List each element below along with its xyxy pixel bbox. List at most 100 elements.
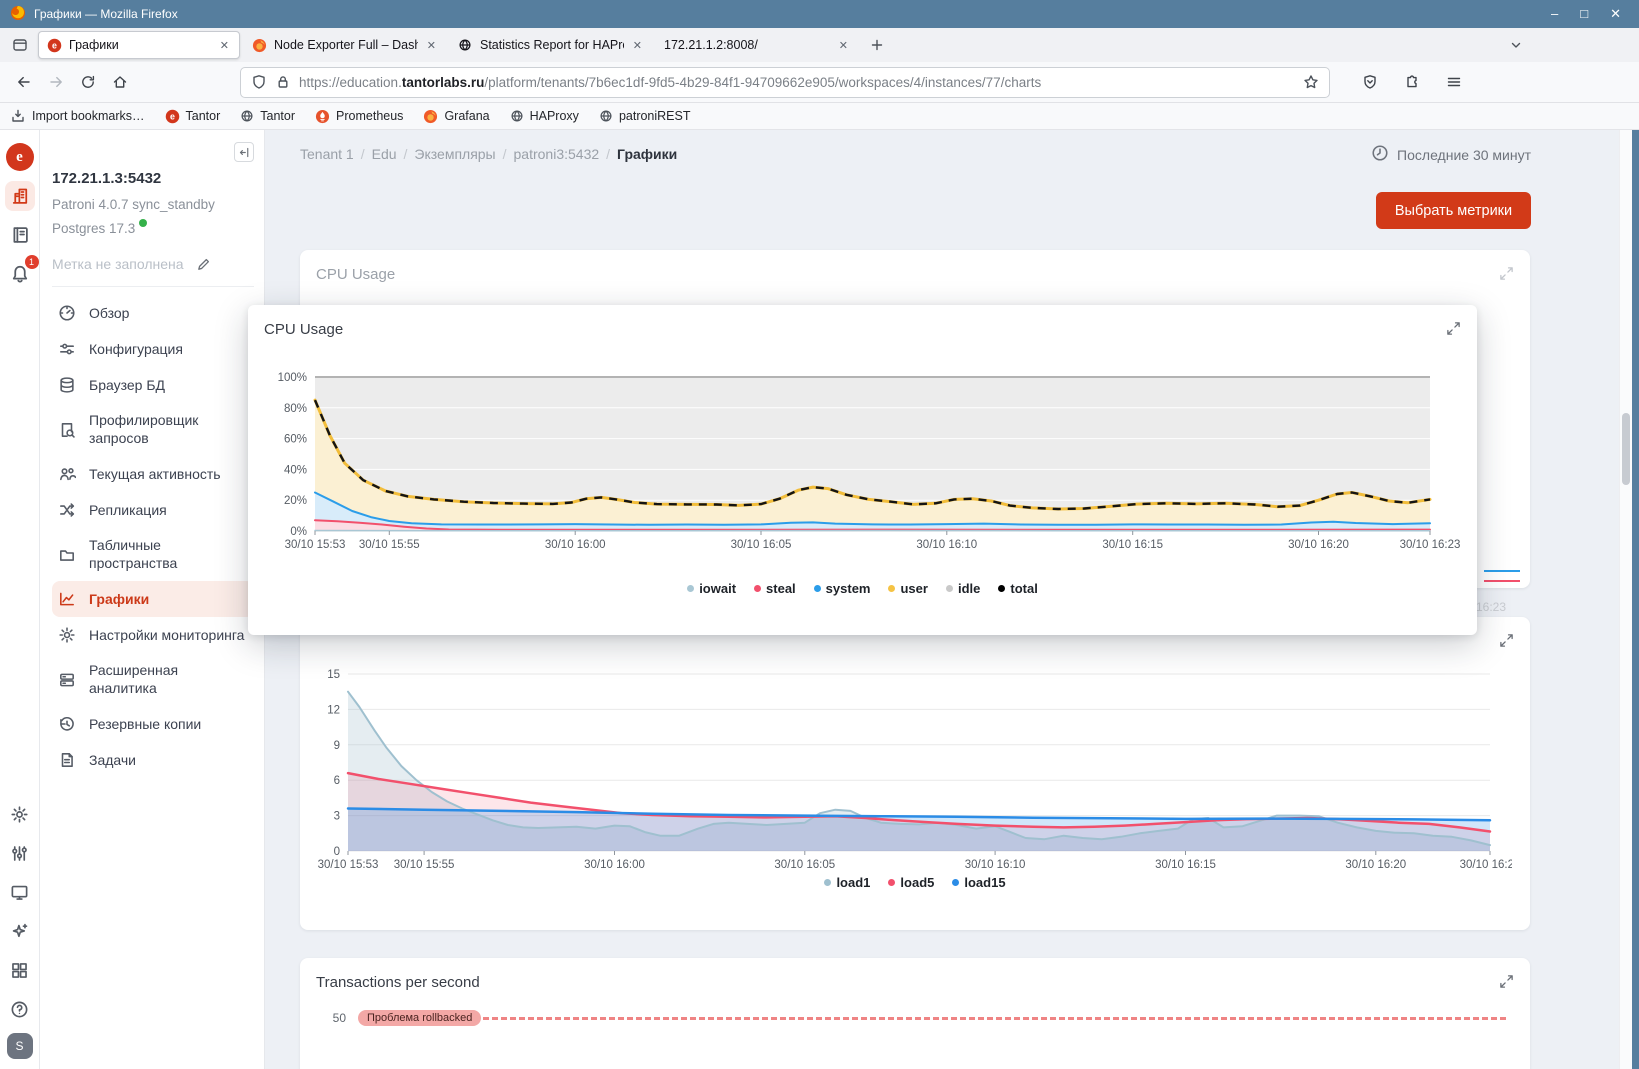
svg-text:30/10 16:20: 30/10 16:20	[1288, 539, 1349, 551]
expand-icon[interactable]	[1499, 974, 1514, 994]
sidebar-item-db[interactable]: Браузер БД	[52, 367, 254, 403]
activity-icon	[58, 465, 76, 483]
expand-icon[interactable]	[1499, 266, 1514, 286]
bookmark-item[interactable]: Tantor	[240, 109, 295, 123]
cpu-usage-modal: CPU Usage 0%20%40%60%80%100%30/10 15:533…	[248, 305, 1477, 635]
tps-annotation-row: 50 Проблема rollbacked	[318, 1010, 1506, 1026]
expand-icon[interactable]	[1446, 321, 1461, 341]
expand-icon[interactable]	[1499, 633, 1514, 653]
close-button[interactable]: ✕	[1610, 6, 1621, 22]
svg-text:30/10 16:10: 30/10 16:10	[916, 539, 977, 551]
tab-close-icon[interactable]: ✕	[837, 39, 850, 52]
sidebar-item-tasks[interactable]: Задачи	[52, 742, 254, 778]
rail-monitor-icon[interactable]	[5, 877, 35, 907]
legend-system[interactable]: system	[814, 581, 871, 596]
tab-close-icon[interactable]: ✕	[631, 39, 644, 52]
breadcrumb-item[interactable]: Графики	[617, 146, 677, 162]
bookmark-item[interactable]: Prometheus	[315, 109, 403, 124]
sidebar-collapse-icon[interactable]	[234, 142, 254, 162]
breadcrumb-item[interactable]: Tenant 1	[300, 146, 354, 162]
home-button[interactable]	[104, 67, 136, 97]
browser-tab-patroni[interactable]: 172.21.1.2:8008/✕	[656, 31, 858, 59]
icon-rail: e 1 S	[0, 130, 40, 1069]
browser-tab-haproxy[interactable]: Statistics Report for HAPro✕	[450, 31, 652, 59]
maximize-button[interactable]: □	[1580, 6, 1588, 22]
browser-tab-grafana[interactable]: Node Exporter Full – Dash✕	[244, 31, 446, 59]
breadcrumb-item[interactable]: Edu	[372, 146, 397, 162]
window-title: Графики — Mozilla Firefox	[34, 7, 178, 21]
bookmark-item[interactable]: eTantor	[165, 109, 221, 124]
menu-hamburger-icon[interactable]	[1438, 67, 1470, 97]
bookmark-item[interactable]: Import bookmarks…	[10, 108, 145, 124]
edit-pencil-icon[interactable]	[196, 257, 211, 272]
tantor-logo[interactable]: e	[5, 142, 35, 172]
user-avatar[interactable]: S	[7, 1033, 33, 1059]
legend-load1[interactable]: load1	[824, 875, 870, 890]
cpu-usage-chart: 0%20%40%60%80%100%30/10 15:5330/10 15:55…	[262, 362, 1468, 563]
legend-load15[interactable]: load15	[952, 875, 1005, 890]
legend-idle[interactable]: idle	[946, 581, 980, 596]
browser-tab-tantor[interactable]: eГрафики✕	[38, 31, 240, 59]
scrollbar-thumb[interactable]	[1622, 413, 1630, 485]
sidebar-item-charts[interactable]: Графики	[52, 581, 254, 617]
rail-docs-icon[interactable]	[5, 220, 35, 250]
rail-ai-icon[interactable]	[5, 916, 35, 946]
bookmark-item[interactable]: Grafana	[423, 109, 489, 124]
page-scrollbar[interactable]	[1619, 130, 1632, 1069]
tantor-icon: e	[165, 109, 180, 124]
bookmark-star-icon[interactable]	[1303, 74, 1319, 90]
tab-close-icon[interactable]: ✕	[218, 39, 231, 52]
pocket-shield-icon[interactable]	[1354, 67, 1386, 97]
problem-badge[interactable]: Проблема rollbacked	[358, 1010, 481, 1026]
sidebar-item-profiler[interactable]: Профилировщик запросов	[52, 403, 254, 456]
import-icon	[10, 108, 26, 124]
legend-steal[interactable]: steal	[754, 581, 796, 596]
sidebar-item-activity[interactable]: Текущая активность	[52, 456, 254, 492]
url-bar[interactable]: https://education.tantorlabs.ru/platform…	[240, 67, 1330, 98]
list-all-tabs-icon[interactable]	[1503, 37, 1529, 53]
minimize-button[interactable]: –	[1551, 6, 1558, 22]
rail-apps-icon[interactable]	[5, 955, 35, 985]
breadcrumb-item[interactable]: Экземпляры	[414, 146, 495, 162]
tab-close-icon[interactable]: ✕	[425, 39, 438, 52]
back-button[interactable]	[8, 67, 40, 97]
breadcrumb: Tenant 1/Edu/Экземпляры/patroni3:5432/Гр…	[300, 146, 677, 162]
time-range-selector[interactable]: Последние 30 минут	[1371, 144, 1531, 165]
forward-button[interactable]	[40, 67, 72, 97]
extensions-icon[interactable]	[1396, 67, 1428, 97]
tab-strip: eГрафики✕Node Exporter Full – Dash✕Stati…	[34, 31, 858, 59]
sidebar-item-backups[interactable]: Резервные копии	[52, 706, 254, 742]
rail-instances-icon[interactable]	[5, 181, 35, 211]
sidebar-item-analytics[interactable]: Расширенная аналитика	[52, 653, 254, 706]
rail-notifications-icon[interactable]: 1	[5, 259, 35, 289]
status-ok-dot	[139, 219, 147, 227]
legend-load5[interactable]: load5	[888, 875, 934, 890]
rail-help-icon[interactable]	[5, 994, 35, 1024]
new-tab-button[interactable]	[864, 32, 890, 58]
svg-text:0: 0	[334, 846, 340, 858]
lock-icon[interactable]	[275, 74, 291, 90]
bookmark-item[interactable]: HAProxy	[510, 109, 579, 123]
sidebar-nav: ОбзорКонфигурацияБраузер БДПрофилировщик…	[52, 295, 254, 778]
legend-user[interactable]: user	[888, 581, 927, 596]
legend-total[interactable]: total	[998, 581, 1037, 596]
chart-fragment	[1484, 580, 1520, 582]
reload-button[interactable]	[72, 67, 104, 97]
sidebar-item-config[interactable]: Конфигурация	[52, 331, 254, 367]
tablespace-icon	[58, 546, 76, 564]
svg-text:e: e	[170, 111, 175, 121]
rail-settings-icon[interactable]	[5, 799, 35, 829]
sidebar-item-tablespace[interactable]: Табличные пространства	[52, 528, 254, 581]
rail-tuning-icon[interactable]	[5, 838, 35, 868]
firefox-view-icon[interactable]	[6, 32, 34, 58]
breadcrumb-item[interactable]: patroni3:5432	[514, 146, 600, 162]
monitoring-icon	[58, 626, 76, 644]
shield-icon[interactable]	[251, 74, 267, 90]
sidebar-item-monitoring[interactable]: Настройки мониторинга	[52, 617, 254, 653]
sidebar-item-replication[interactable]: Репликация	[52, 492, 254, 528]
select-metrics-button[interactable]: Выбрать метрики	[1376, 192, 1531, 229]
legend-iowait[interactable]: iowait	[687, 581, 736, 596]
tasks-icon	[58, 751, 76, 769]
bookmark-item[interactable]: patroniREST	[599, 109, 691, 123]
sidebar-item-overview[interactable]: Обзор	[52, 295, 254, 331]
